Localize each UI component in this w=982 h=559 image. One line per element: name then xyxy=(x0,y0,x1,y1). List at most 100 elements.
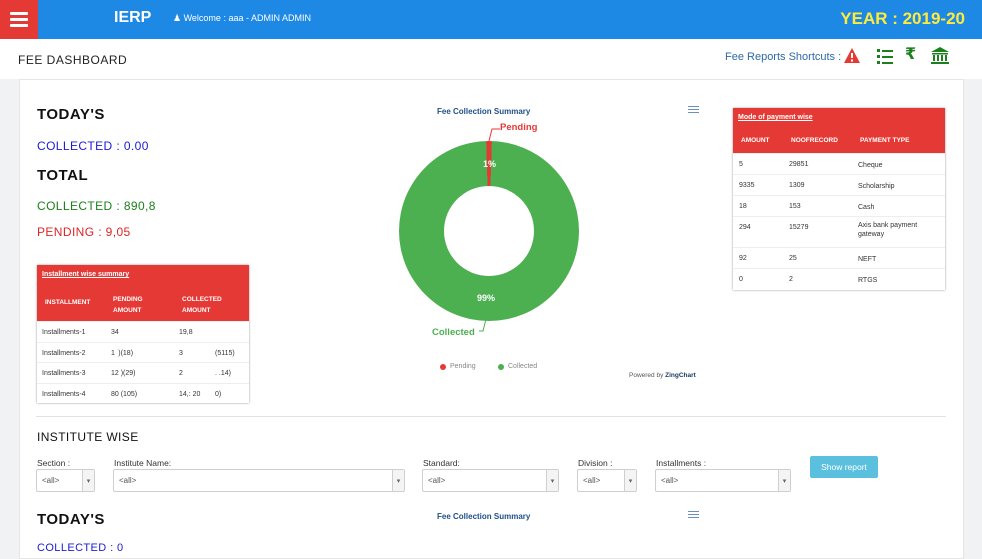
institute-today-heading: TODAY'S xyxy=(37,511,105,528)
table-cell: 18 xyxy=(739,203,747,210)
legend-collected-label: Collected xyxy=(508,363,538,370)
collected-percent-label: 99% xyxy=(477,293,496,303)
pending-leader-line xyxy=(488,128,500,142)
legend-item-collected[interactable]: Collected xyxy=(498,363,537,370)
table-row: 294 15279 Axis bank payment gateway xyxy=(733,216,945,247)
table-row: Installments-4 80 (105) 14,: 20 0) xyxy=(37,382,249,404)
table-cell: 29851 xyxy=(789,161,809,168)
table-cell: Installments-2 xyxy=(42,349,86,357)
table-cell: 19,8 xyxy=(179,329,193,336)
payment-table-header: AMOUNT NOOFRECORD PAYMENT TYPE xyxy=(733,126,945,153)
dashboard-subheader: FEE DASHBOARD Fee Reports Shortcuts : ₹ xyxy=(0,39,982,79)
table-row: Installments-1 34 19,8 xyxy=(37,321,249,342)
table-cell: 2 xyxy=(789,276,793,283)
col-installment: INSTALLMENT xyxy=(45,299,91,306)
legend-item-pending[interactable]: Pending xyxy=(440,363,476,370)
chart-title: Fee Collection Summary xyxy=(437,107,531,116)
table-row: 9335 1309 Scholarship xyxy=(733,174,945,195)
table-cell: Installments-4 xyxy=(42,390,86,398)
institute-today-collected: COLLECTED : 0 xyxy=(37,542,124,554)
col-noofrecord: NOOFRECORD xyxy=(791,137,838,144)
table-cell: Installments-3 xyxy=(42,370,86,377)
installment-table-title[interactable]: Installment wise summary xyxy=(37,265,249,283)
pending-percent-label: 1% xyxy=(483,159,497,169)
legend-pending-label: Pending xyxy=(450,363,476,370)
installments-select[interactable]: <all> ▾ xyxy=(655,469,791,492)
table-cell: 9335 xyxy=(739,182,755,189)
powered-by[interactable]: Powered by ZingChart xyxy=(629,372,696,379)
chevron-down-icon: ▾ xyxy=(82,470,94,491)
table-cell: 80 (105) xyxy=(111,390,138,398)
table-cell: 25 xyxy=(789,255,797,262)
table-row: 0 2 RTGS xyxy=(733,268,945,289)
institute-wise-heading: INSTITUTE WISE xyxy=(37,430,139,444)
hamburger-menu-button[interactable] xyxy=(0,0,38,39)
total-pending: PENDING : 9,05 xyxy=(37,225,131,239)
payment-mode-table: Mode of payment wise AMOUNT NOOFRECORD P… xyxy=(733,108,945,290)
today-heading: TODAY'S xyxy=(37,106,105,123)
table-row: 5 29851 Cheque xyxy=(733,153,945,174)
warning-icon[interactable] xyxy=(843,47,861,65)
section-select[interactable]: <all> ▾ xyxy=(36,469,95,492)
table-cell: 5 xyxy=(739,161,743,168)
table-cell: 14,: 20 xyxy=(179,390,201,398)
collected-legend-dot xyxy=(498,363,504,370)
pending-slice-label: Pending xyxy=(500,122,538,133)
total-collected: COLLECTED : 890,8 xyxy=(37,199,156,213)
welcome-text[interactable]: ♟ Welcome : aaa - ADMIN ADMIN xyxy=(173,13,311,23)
standard-label: Standard: xyxy=(423,458,460,468)
institute-name-select[interactable]: <all> ▾ xyxy=(113,469,405,492)
table-cell: RTGS xyxy=(858,277,878,284)
show-report-button[interactable]: Show report xyxy=(810,456,878,478)
section-label: Section : xyxy=(37,458,71,468)
table-cell: 0) xyxy=(215,390,222,398)
institute-chart-title: Fee Collection Summary xyxy=(437,512,531,521)
col-collected-amount: COLLECTED AMOUNT xyxy=(182,296,222,314)
col-pending-amount: PENDING AMOUNT xyxy=(113,296,143,314)
chart-menu-icon[interactable] xyxy=(688,106,699,113)
table-cell: 1309 xyxy=(789,182,805,189)
total-heading: TOTAL xyxy=(37,167,89,184)
institute-chart-menu-icon[interactable] xyxy=(688,511,699,518)
chevron-down-icon: ▾ xyxy=(778,470,790,491)
list-icon[interactable] xyxy=(876,47,894,65)
chevron-down-icon: ▾ xyxy=(624,470,636,491)
section-divider xyxy=(36,416,946,417)
table-cell: 92 xyxy=(739,255,747,262)
table-cell: Cash xyxy=(858,204,875,211)
institute-name-label: Institute Name: xyxy=(114,458,172,468)
table-cell: Axis bank payment gateway xyxy=(858,222,918,238)
division-label: Division : xyxy=(578,458,613,468)
table-cell: . .14) xyxy=(215,370,231,377)
chevron-down-icon: ▾ xyxy=(392,470,404,491)
user-icon: ♟ xyxy=(173,13,182,23)
table-cell: 15279 xyxy=(789,224,809,231)
collected-slice-label: Collected xyxy=(432,327,475,338)
installments-label: Installments : xyxy=(656,458,707,468)
bank-icon[interactable] xyxy=(930,47,950,65)
table-cell: 12 )(29) xyxy=(111,370,136,377)
division-select[interactable]: <all> ▾ xyxy=(577,469,637,492)
table-cell: 294 xyxy=(739,224,751,231)
table-cell: 153 xyxy=(789,203,801,210)
top-navbar: IERP ♟ Welcome : aaa - ADMIN ADMIN YEAR … xyxy=(0,0,982,39)
table-cell: 1 )(18) xyxy=(111,349,134,357)
table-cell: Scholarship xyxy=(858,183,895,190)
standard-select[interactable]: <all> ▾ xyxy=(422,469,559,492)
academic-year: YEAR : 2019-20 xyxy=(840,9,965,28)
fee-collection-donut[interactable] xyxy=(399,141,579,321)
table-row: Installments-3 12 )(29) 2 . .14) xyxy=(37,362,249,383)
collected-leader-line xyxy=(479,318,487,332)
table-cell: 2 xyxy=(179,370,183,377)
payment-table-title[interactable]: Mode of payment wise xyxy=(733,108,945,126)
col-payment-type: PAYMENT TYPE xyxy=(860,137,910,144)
table-cell: 34 xyxy=(111,329,119,336)
table-row: 18 153 Cash xyxy=(733,195,945,216)
donut-hole xyxy=(444,186,534,276)
rupee-icon[interactable]: ₹ xyxy=(905,46,917,63)
table-cell: (5115) xyxy=(215,349,235,357)
table-row: Installments-2 1 )(18) 3 (5115) xyxy=(37,341,249,363)
today-collected: COLLECTED : 0.00 xyxy=(37,139,149,153)
col-amount: AMOUNT xyxy=(741,137,770,144)
brand-logo[interactable]: IERP xyxy=(114,9,152,26)
